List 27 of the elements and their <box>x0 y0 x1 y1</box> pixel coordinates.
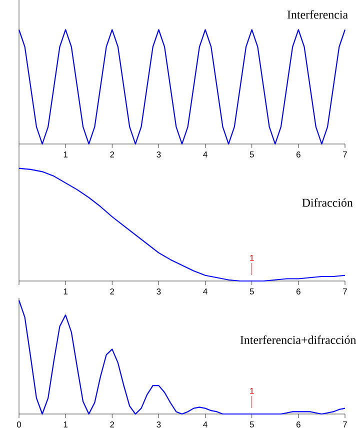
x-tick-label: 4 <box>203 152 208 158</box>
x-tick-label: 2 <box>110 422 114 428</box>
x-tick-label: 5 <box>250 152 254 158</box>
x-tick-label: 7 <box>343 288 347 294</box>
x-tick-label: 3 <box>156 288 161 295</box>
x-tick-label: 7 <box>343 422 347 428</box>
annotation: 1 <box>250 388 254 394</box>
text: Interferencia+difracción <box>240 335 356 344</box>
x-tick-label: 3 <box>156 422 161 428</box>
x-tick-label: 4 <box>203 422 208 428</box>
x-tick-label: 3 <box>156 152 161 158</box>
x-tick-label: 2 <box>110 288 114 294</box>
x-tick-label: 4 <box>203 288 208 294</box>
x-tick-label: 1 <box>64 288 68 294</box>
x-tick-label: 6 <box>296 152 300 158</box>
x-tick-label: 5 <box>250 288 254 294</box>
annotation: 1 <box>250 254 254 261</box>
text: Difracción <box>302 198 353 207</box>
x-tick-label: 1 <box>64 422 68 428</box>
x-tick-label: 2 <box>110 152 114 158</box>
x-tick-label: 6 <box>296 288 300 295</box>
chart-title: Interferencia <box>287 10 348 19</box>
x-tick-label: 6 <box>296 422 300 428</box>
x-tick-label: 1 <box>64 152 68 158</box>
x-tick-label: 7 <box>343 152 347 158</box>
x-tick-label: 0 <box>16 422 22 428</box>
x-tick-label: 5 <box>250 422 254 428</box>
